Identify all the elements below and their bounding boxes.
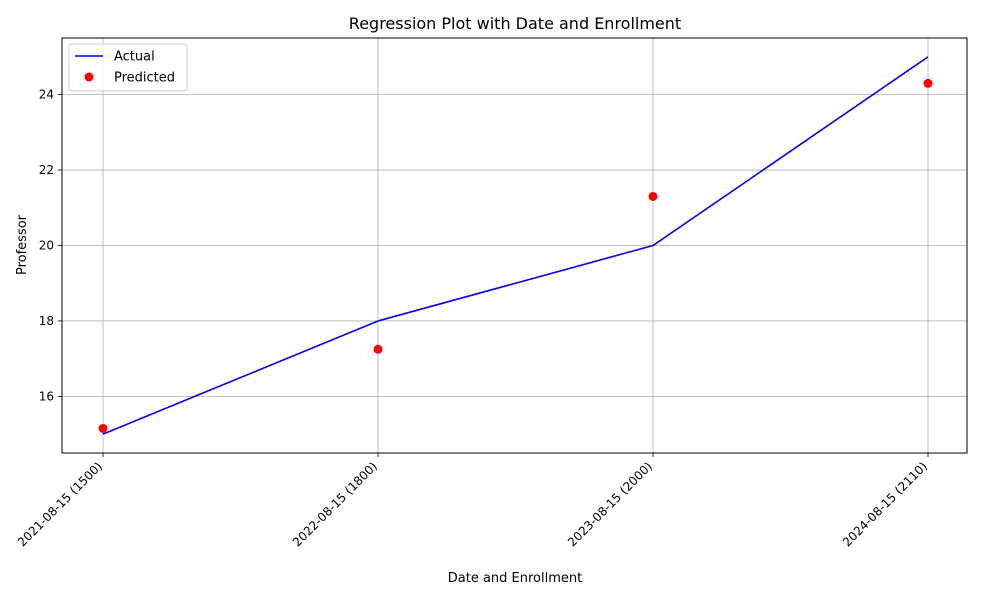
y-tick-label: 18: [39, 314, 54, 328]
actual-series-line: [102, 56, 929, 435]
y-tick-label: 16: [39, 389, 54, 403]
legend-label: Predicted: [114, 71, 175, 86]
legend-point-swatch: [84, 72, 94, 82]
y-tick-label: 24: [39, 88, 54, 102]
series-layer: [98, 56, 933, 435]
predicted-point: [923, 78, 933, 88]
y-axis-label: Professor: [15, 214, 30, 275]
x-axis-label: Date and Enrollment: [448, 571, 582, 586]
chart-title: Regression Plot with Date and Enrollment: [349, 14, 681, 33]
legend-label: Actual: [114, 50, 155, 65]
predicted-point: [648, 191, 658, 201]
y-tick-label: 20: [39, 239, 54, 253]
legend: Actual Predicted: [68, 43, 188, 92]
predicted-point: [373, 344, 383, 354]
predicted-point: [98, 423, 108, 433]
y-tick-label: 22: [39, 163, 54, 177]
